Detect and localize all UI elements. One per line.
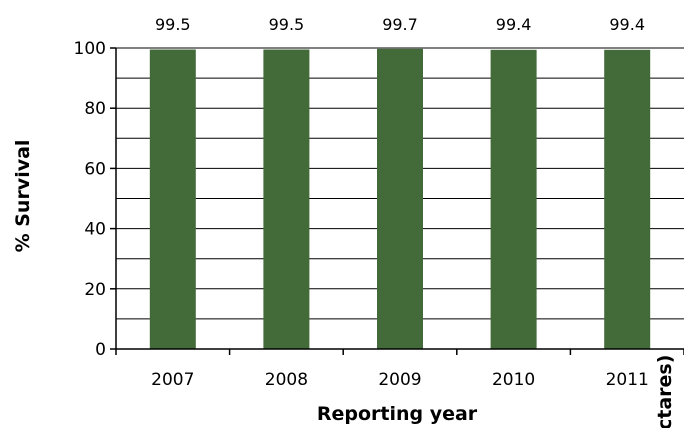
bar [263,49,310,349]
bar [149,49,196,349]
x-tick-label: 2010 [492,370,535,390]
y-tick-label: 0 [95,340,106,360]
bar [490,49,537,349]
x-tick-label: 2009 [378,370,421,390]
data-labels: 99.5 99.5 99.7 99.4 99.4 [155,15,645,34]
y-tick-label: 80 [84,99,106,119]
y-tick-label: 20 [84,280,106,300]
y-tick-label: 100 [74,39,106,59]
data-label: 99.4 [609,15,645,34]
y-tick-label: 40 [84,220,106,240]
data-label: 99.4 [496,15,532,34]
bar [604,49,651,349]
axes [110,47,684,355]
bars [149,48,651,349]
data-label: 99.5 [155,15,191,34]
x-tick-label: 2007 [151,370,194,390]
x-tick-labels: 2007 2008 2009 2010 2011 [151,370,649,390]
data-label: 99.7 [382,15,418,34]
x-tick-label: 2008 [265,370,308,390]
data-label: 99.5 [269,15,305,34]
y-tick-labels: 0 20 40 60 80 100 [74,39,106,360]
cut-off-text: ctares) [654,355,676,428]
x-axis-title: Reporting year [317,403,478,425]
x-tick-label: 2011 [606,370,649,390]
bar [377,48,423,349]
y-axis-title: % Survival [12,140,34,253]
y-tick-label: 60 [84,159,106,179]
